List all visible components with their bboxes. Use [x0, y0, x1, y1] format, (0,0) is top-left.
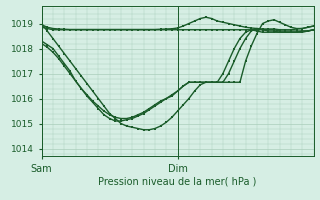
X-axis label: Pression niveau de la mer( hPa ): Pression niveau de la mer( hPa ): [99, 176, 257, 186]
